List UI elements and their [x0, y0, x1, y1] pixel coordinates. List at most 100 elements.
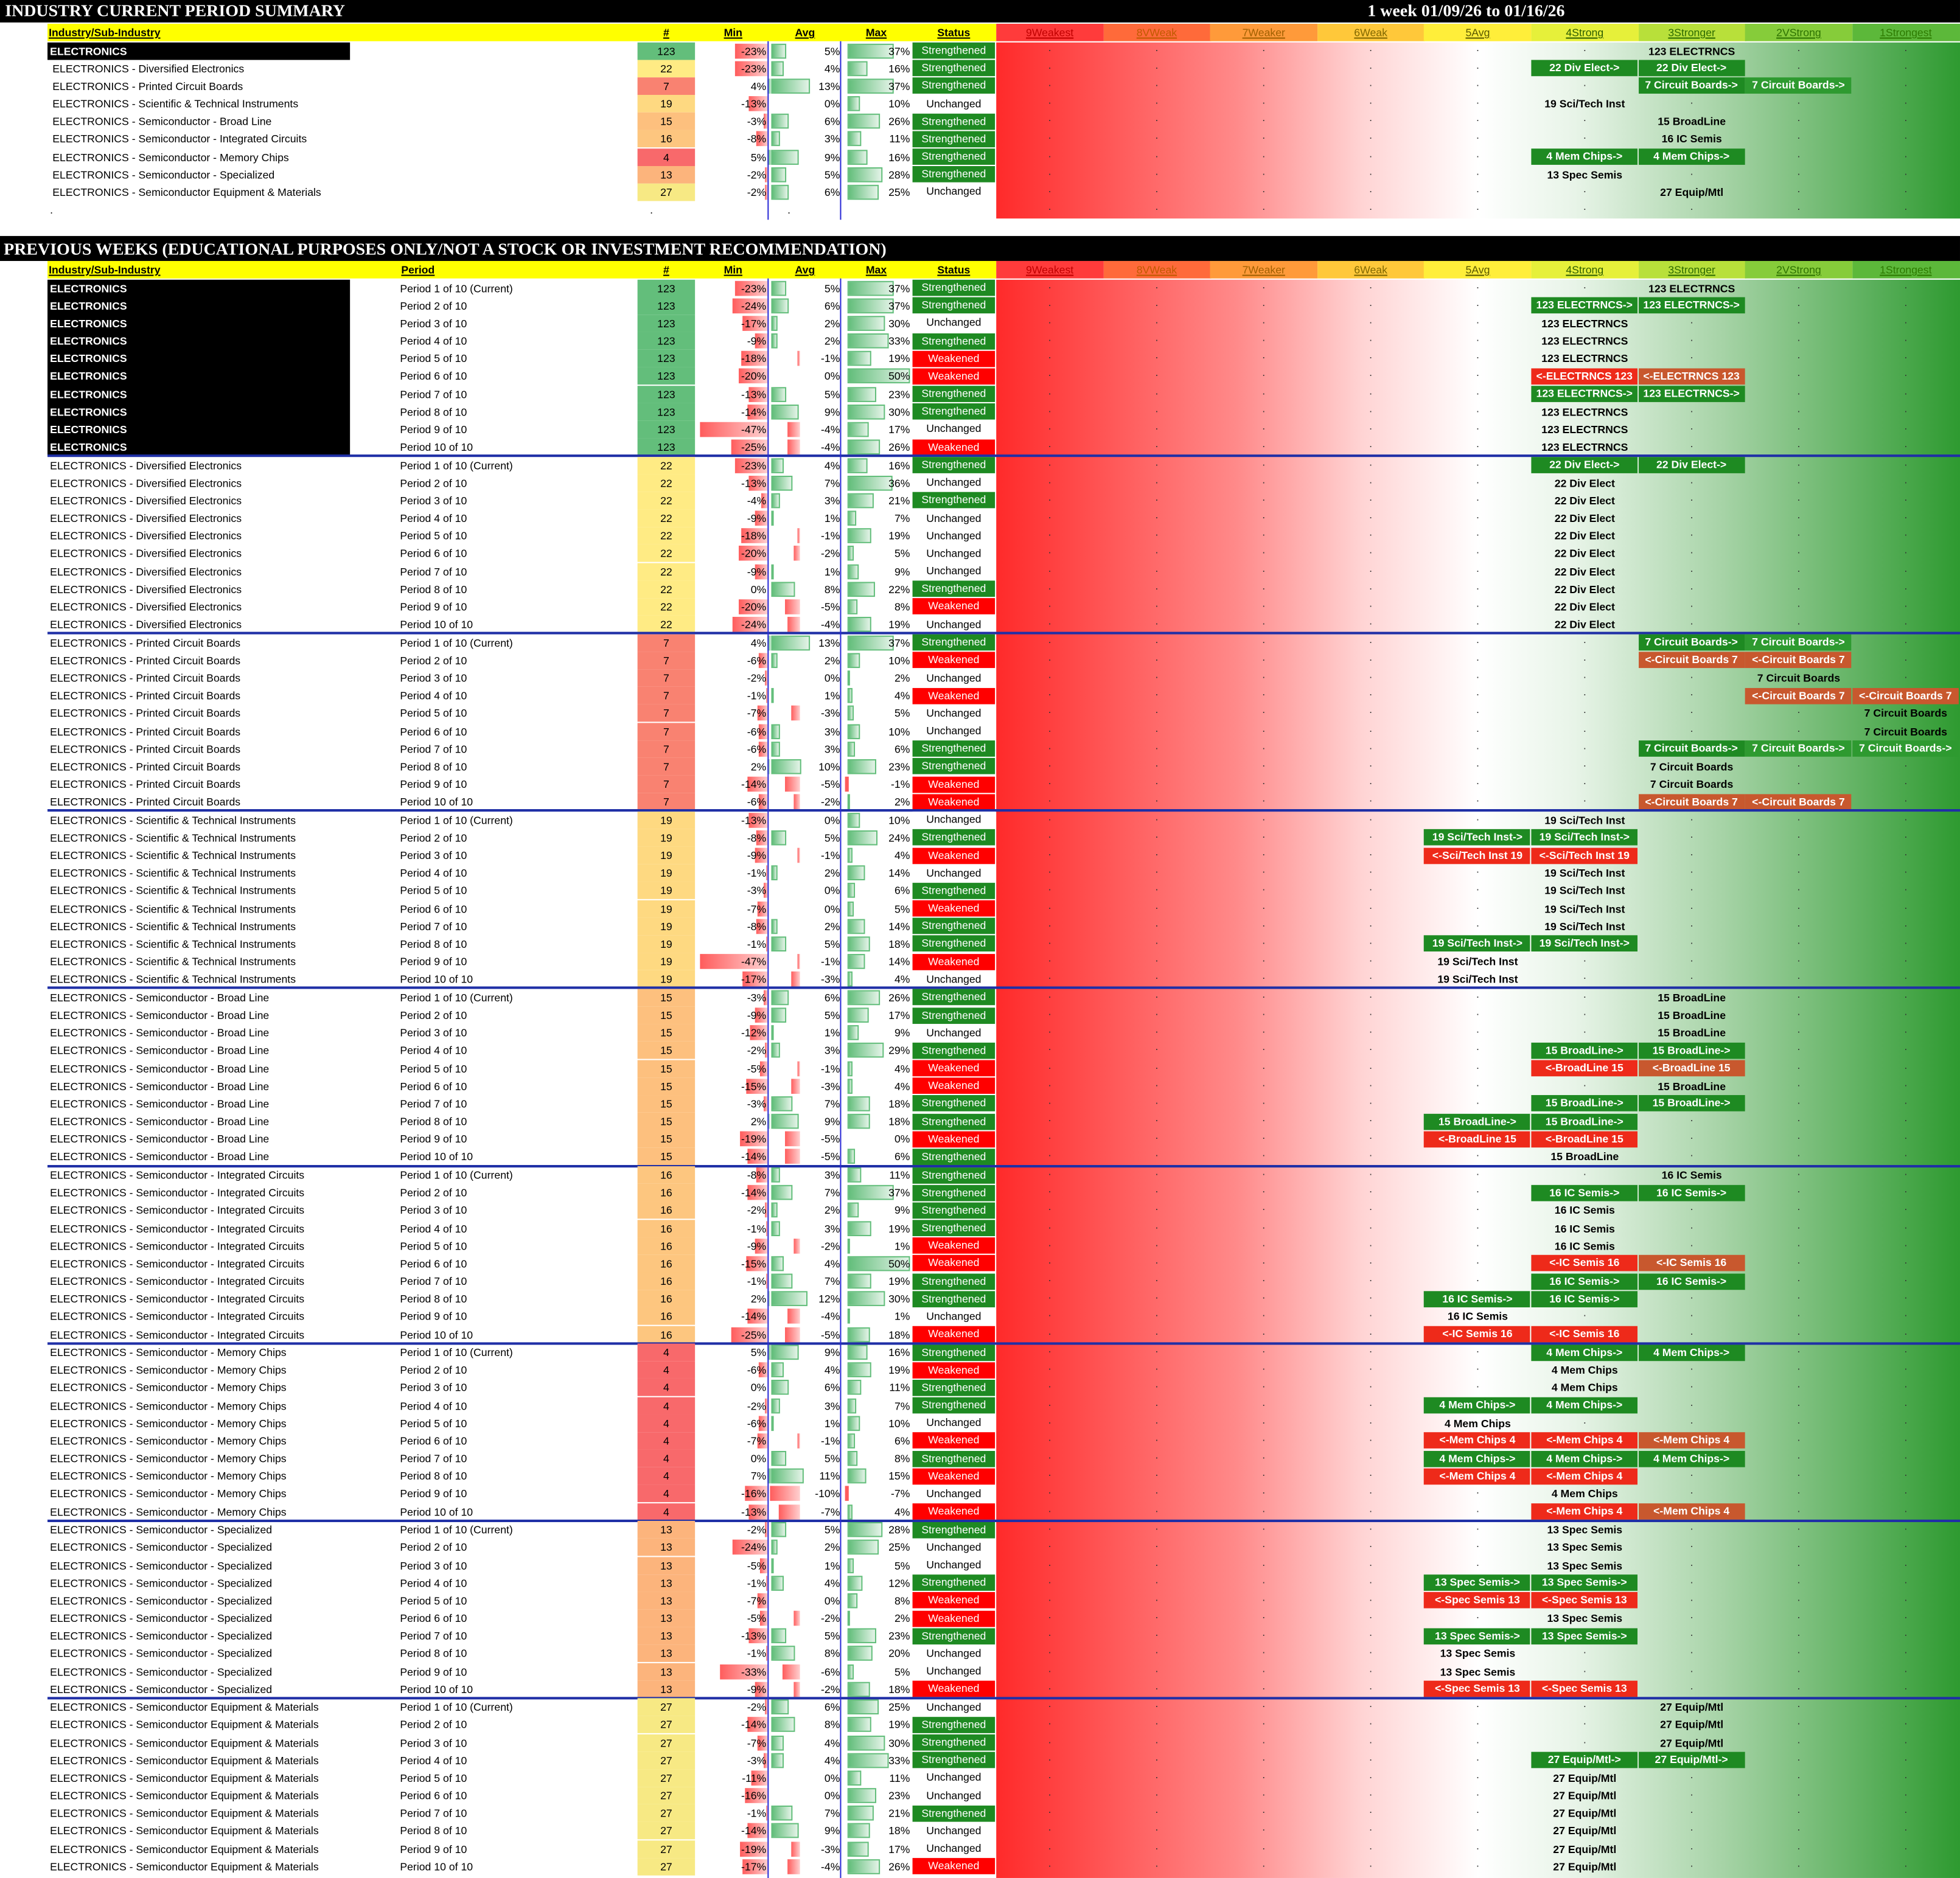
- group-separator: [47, 809, 1960, 812]
- min-value: -9%: [747, 512, 767, 525]
- level-dot: .: [1369, 1093, 1373, 1107]
- min-bar: [767, 78, 772, 94]
- level-dot: .: [1369, 1768, 1373, 1781]
- count-cell: 123: [637, 367, 696, 385]
- level-marker: 123 ELECTRNCS->: [1531, 386, 1638, 402]
- level-marker: <-BroadLine 15: [1638, 1060, 1745, 1077]
- status-cell: Weakened: [912, 1326, 996, 1343]
- avg-value: 5%: [824, 1629, 840, 1643]
- max-bar: [847, 1344, 868, 1360]
- level-dot: .: [1583, 632, 1586, 645]
- level-dot: .: [1904, 1733, 1908, 1745]
- count-cell: 4: [637, 1379, 696, 1397]
- avg-bar: [797, 1433, 800, 1448]
- count-cell: 15: [637, 1024, 696, 1042]
- level-dot: .: [1048, 899, 1051, 911]
- max-bar: [847, 149, 868, 164]
- avg-value: -4%: [820, 440, 840, 454]
- level-dot: .: [1904, 1377, 1908, 1391]
- level-dot: .: [1155, 1271, 1159, 1284]
- avg-bar: [771, 936, 787, 951]
- max-bar: [847, 1416, 860, 1431]
- row-period: Period 8 of 10: [400, 1824, 467, 1838]
- max-value: 14%: [888, 867, 910, 880]
- min-value: -20%: [741, 547, 767, 560]
- level-dot: .: [1155, 1838, 1159, 1852]
- avg-value: 4%: [824, 459, 840, 472]
- row-industry-name: ELECTRONICS - Semiconductor - Memory Chi…: [50, 1417, 287, 1430]
- level-dot: .: [1797, 1377, 1801, 1391]
- count-cell: 15: [637, 1094, 696, 1113]
- level-dot: .: [1048, 1838, 1051, 1852]
- level-header-cell: [1210, 260, 1318, 279]
- count-cell: 27: [637, 1734, 696, 1751]
- row-industry-name: ELECTRONICS - Semiconductor Equipment & …: [50, 1860, 319, 1873]
- status-cell: Unchanged: [912, 1787, 996, 1804]
- row-industry-name: ELECTRONICS - Semiconductor - Integrated…: [50, 1169, 305, 1181]
- level-dot: .: [1155, 1821, 1159, 1834]
- level-dot: .: [1155, 111, 1159, 124]
- level-dot: .: [1476, 1803, 1479, 1816]
- level-marker: 7 Circuit Boards: [1757, 672, 1841, 684]
- level-dot: .: [1048, 473, 1051, 485]
- level-dot: .: [1476, 1377, 1479, 1391]
- level-dot: .: [1904, 58, 1908, 71]
- level-marker: <-Spec Semis 13: [1531, 1592, 1638, 1609]
- avg-value: -3%: [820, 1079, 840, 1093]
- level-dot: .: [1155, 526, 1159, 539]
- max-value: 50%: [888, 1257, 910, 1270]
- level-dot: .: [1904, 1395, 1908, 1408]
- max-bar: [847, 582, 875, 597]
- level-marker: 16 IC Semis->: [1531, 1290, 1638, 1307]
- level-dot: .: [1155, 1200, 1159, 1213]
- count-cell: 22: [637, 580, 696, 598]
- level-dot: .: [1369, 1040, 1373, 1054]
- level-marker: 19 Sci/Tech Inst: [1544, 920, 1625, 933]
- min-value: -17%: [741, 973, 767, 986]
- level-marker: 27 Equip/Mtl: [1553, 1789, 1617, 1803]
- status-cell: Strengthened: [912, 1522, 996, 1539]
- level-dot: .: [1904, 295, 1908, 308]
- level-dot: .: [1048, 1147, 1051, 1160]
- level-header-5: 5Avg: [1465, 26, 1490, 39]
- min-value: -13%: [741, 1629, 767, 1643]
- level-dot: .: [1583, 668, 1586, 681]
- level-dot: .: [1690, 686, 1693, 698]
- row-industry-name: ELECTRONICS - Semiconductor - Specialize…: [50, 1594, 273, 1607]
- level-dot: .: [1155, 1289, 1159, 1302]
- level-dot: .: [1048, 93, 1051, 106]
- level-dot: .: [1262, 129, 1266, 142]
- row-industry-name: ELECTRONICS - Diversified Electronics: [50, 547, 242, 560]
- level-dot: .: [1369, 1750, 1373, 1763]
- level-dot: .: [1690, 1856, 1693, 1869]
- level-marker: 7 Circuit Boards: [1650, 777, 1734, 791]
- level-dot: .: [1797, 1183, 1801, 1195]
- level-marker: 22 Div Elect: [1554, 600, 1615, 613]
- avg-value: 5%: [824, 388, 840, 400]
- level-dot: .: [1904, 1360, 1908, 1373]
- status-cell: Strengthened: [912, 492, 996, 509]
- row-industry-name: ELECTRONICS - Scientific & Technical Ins…: [50, 937, 296, 950]
- level-dot: .: [1262, 40, 1266, 54]
- avg-bar: [771, 1469, 804, 1484]
- row-period: Period 5 of 10: [400, 707, 467, 720]
- min-value: -25%: [741, 1327, 767, 1341]
- level-dot: .: [1904, 791, 1908, 805]
- group-separator: [47, 1341, 1960, 1344]
- level-dot: .: [1797, 473, 1801, 485]
- level-dot: .: [1262, 1573, 1266, 1586]
- max-value: 10%: [888, 97, 910, 110]
- level-dot: .: [1048, 58, 1051, 71]
- level-marker: 13 Spec Semis->: [1424, 1627, 1531, 1644]
- row-period: Period 1 of 10 (Current): [400, 459, 513, 472]
- level-dot: .: [1797, 1555, 1801, 1568]
- level-dot: .: [1476, 987, 1479, 1000]
- level-dot: .: [1904, 1289, 1908, 1302]
- level-header-1: 1Strongest: [1880, 26, 1932, 39]
- min-bar: [767, 1469, 775, 1484]
- status-cell: Weakened: [912, 652, 996, 669]
- level-marker: 123 ELECTRNCS: [1541, 316, 1628, 330]
- max-value: 6%: [894, 1435, 910, 1447]
- avg-bar: [771, 1256, 784, 1271]
- count-cell: 19: [637, 864, 696, 882]
